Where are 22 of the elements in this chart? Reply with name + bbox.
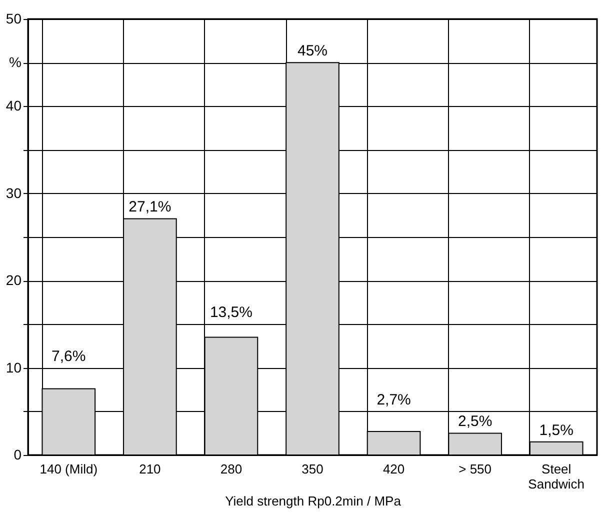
data-label: 2,5%	[458, 413, 492, 430]
data-label: 27,1%	[128, 198, 172, 216]
x-tick-label: 420	[382, 462, 405, 476]
data-label: 2,7%	[376, 391, 411, 408]
data-label: 1,5%	[539, 422, 574, 439]
x-tick-label: 350	[302, 462, 324, 476]
data-label: 13,5%	[210, 304, 252, 322]
y-tick-label: 30	[6, 184, 22, 201]
x-tick-label: 140 (Mild)	[40, 462, 98, 476]
y-tick-label: 20	[6, 272, 22, 288]
data-label: 45%	[297, 42, 328, 60]
x-axis-title: Yield strength Rp0.2min / MPa	[225, 494, 402, 508]
x-tick-label: Steel Sandwich	[528, 462, 585, 492]
y-tick-label: 40	[6, 98, 22, 114]
y-tick-label: 50	[6, 10, 22, 26]
y-tick-label: %	[9, 54, 22, 70]
x-tick-label: 210	[139, 462, 161, 476]
x-tick-label: > 550	[458, 462, 492, 476]
y-tick-label: 10	[6, 359, 22, 376]
x-tick-label: 280	[220, 462, 242, 476]
data-label: 7,6%	[52, 348, 86, 365]
y-tick-label: 0	[14, 446, 22, 462]
